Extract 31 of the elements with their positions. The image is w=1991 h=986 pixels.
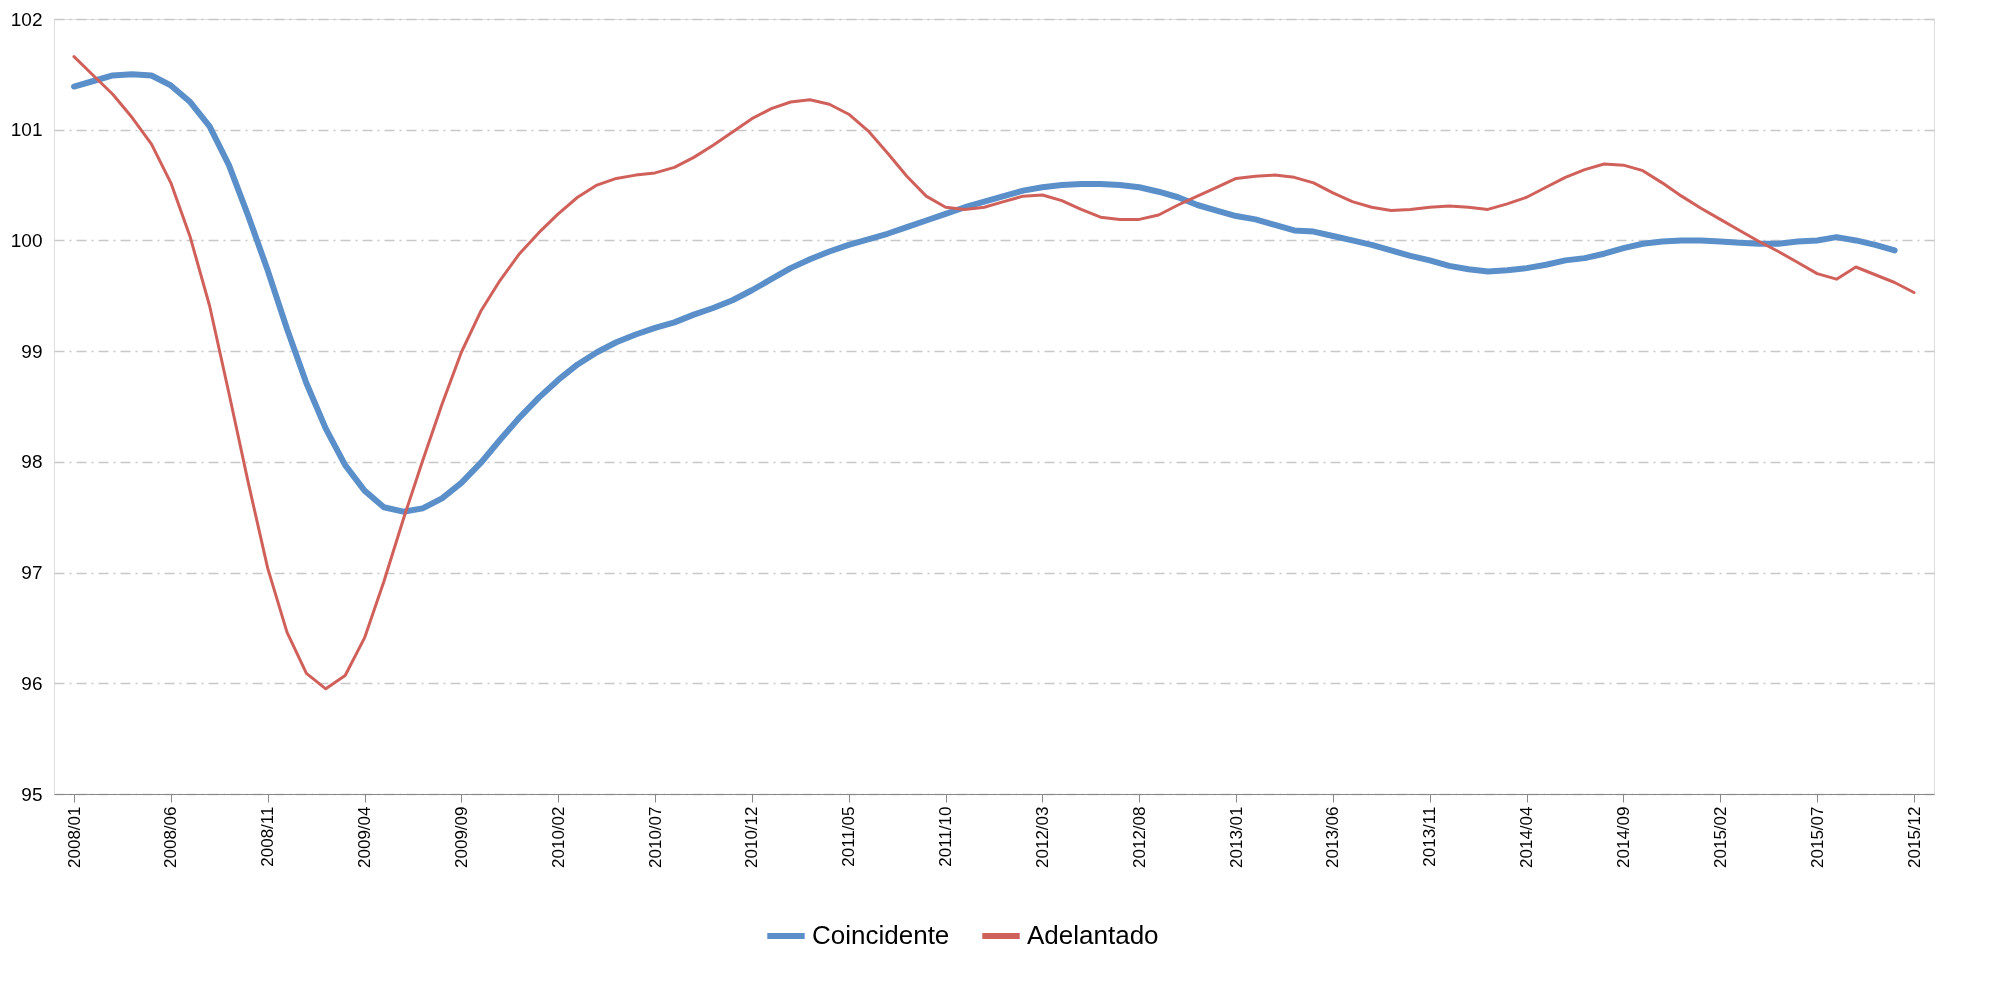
x-tick-label: 2013/01 xyxy=(1226,806,1246,868)
x-tick-label: 2008/01 xyxy=(64,806,84,868)
x-tick-label: 2008/06 xyxy=(161,806,181,868)
line-series xyxy=(72,55,1916,691)
x-tick-label: 2011/05 xyxy=(839,806,859,867)
x-tick-label: 2013/06 xyxy=(1323,806,1343,868)
x-tick-label: 2014/04 xyxy=(1517,806,1537,868)
y-tick-label: 95 xyxy=(21,783,43,805)
y-tick-label: 99 xyxy=(21,340,43,362)
x-tick-label: 2010/07 xyxy=(645,806,665,868)
x-tick-label: 2013/11 xyxy=(1420,806,1440,867)
x-tick-label: 2008/11 xyxy=(258,806,278,867)
y-tick-label: 101 xyxy=(10,119,43,141)
x-tick-label: 2009/04 xyxy=(355,806,375,868)
x-tick-label: 2014/09 xyxy=(1613,806,1633,868)
x-tick-label: 2012/08 xyxy=(1129,806,1149,868)
x-tick-label: 2011/10 xyxy=(936,806,956,867)
x-tick-label: 2012/03 xyxy=(1032,806,1052,868)
x-tick-label: 2009/09 xyxy=(451,806,471,868)
x-tick-label: 2010/02 xyxy=(548,806,568,868)
y-tick-label: 102 xyxy=(10,8,43,30)
x-tick-label: 2015/07 xyxy=(1807,806,1827,868)
x-tick-label: 2010/12 xyxy=(742,806,762,868)
y-tick-label: 97 xyxy=(21,562,43,584)
x-tick-label: 2015/02 xyxy=(1710,806,1730,868)
legend-label: Adelantado xyxy=(1027,920,1159,950)
x-tick-label: 2015/12 xyxy=(1904,806,1924,868)
y-tick-label: 98 xyxy=(21,451,43,473)
y-tick-label: 96 xyxy=(21,672,43,694)
legend-label: Coincidente xyxy=(812,920,950,950)
y-tick-label: 100 xyxy=(10,229,43,251)
